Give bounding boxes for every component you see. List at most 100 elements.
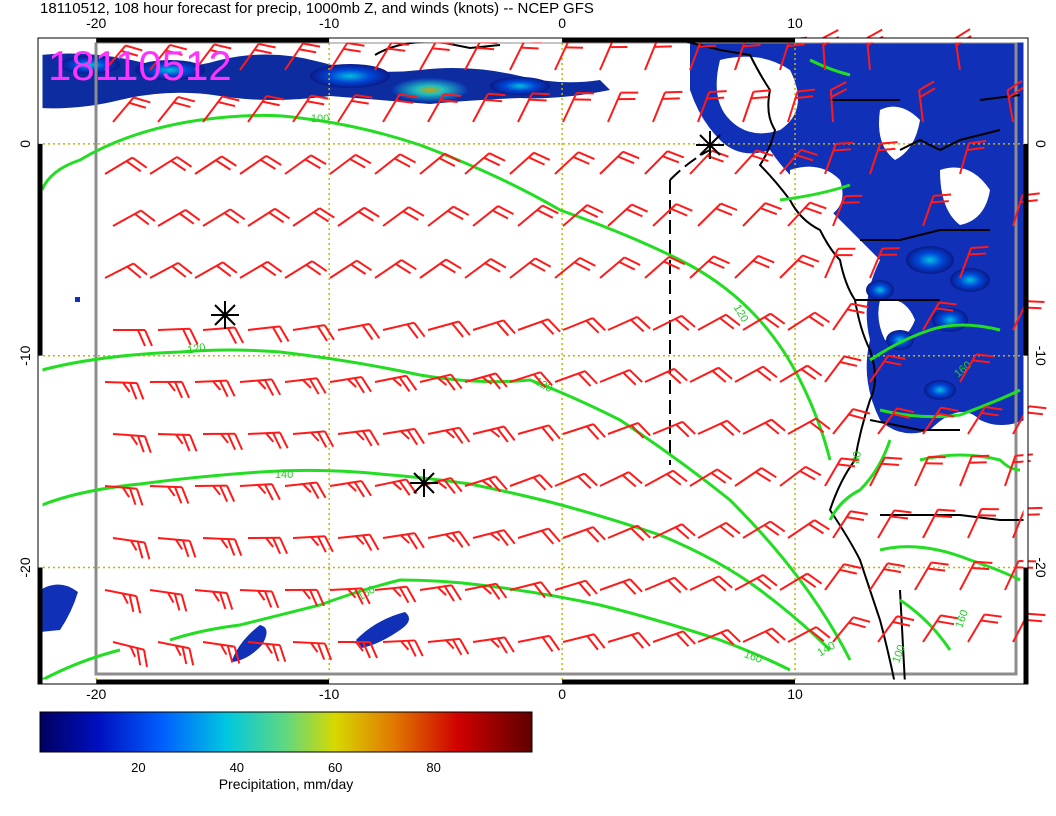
wind-barb bbox=[292, 535, 334, 553]
wind-barb bbox=[382, 206, 425, 227]
wind-barb bbox=[157, 95, 196, 123]
wind-barb bbox=[742, 202, 783, 227]
wind-barb bbox=[104, 262, 148, 279]
wind-barb bbox=[472, 92, 506, 123]
wind-barbs bbox=[104, 28, 1047, 668]
wind-barb bbox=[787, 417, 831, 435]
wind-barb bbox=[742, 627, 786, 644]
wind-barb bbox=[742, 418, 786, 435]
wind-barb bbox=[509, 257, 552, 279]
wind-barb bbox=[157, 641, 195, 666]
wind-barb bbox=[832, 302, 869, 331]
wind-barb bbox=[382, 427, 425, 446]
wind-barb bbox=[652, 420, 696, 438]
wind-barb bbox=[779, 148, 818, 175]
wind-barb bbox=[284, 377, 327, 395]
lon-tick-label-bottom: -20 bbox=[86, 686, 106, 702]
wind-barb bbox=[509, 371, 553, 389]
wind-barb bbox=[157, 537, 197, 558]
wind-barb bbox=[959, 245, 989, 279]
wind-barb bbox=[824, 141, 854, 175]
wind-barb bbox=[104, 44, 143, 71]
wind-barb bbox=[194, 379, 236, 398]
lon-tick-label-top: -10 bbox=[319, 15, 339, 31]
colorbar-tick-label: 20 bbox=[131, 760, 145, 775]
wind-barb bbox=[697, 313, 741, 331]
wind-barb bbox=[239, 589, 280, 609]
wind-barb bbox=[599, 368, 643, 386]
colorbar-ticks: 20 40 60 80 bbox=[131, 760, 441, 775]
wind-barb bbox=[554, 151, 595, 175]
wind-barb bbox=[869, 354, 906, 383]
wind-barb bbox=[832, 194, 863, 227]
wind-barb bbox=[562, 526, 606, 543]
lat-tick-label-left: -20 bbox=[17, 557, 33, 577]
lat-tick-label-right: -10 bbox=[1033, 346, 1049, 366]
wind-barb bbox=[149, 380, 190, 399]
wind-barb bbox=[959, 560, 993, 591]
coastline bbox=[374, 39, 1025, 685]
wind-barb bbox=[472, 636, 515, 654]
wind-barb bbox=[239, 483, 281, 501]
wind-barb bbox=[562, 204, 604, 227]
wind-barb bbox=[562, 423, 606, 440]
wind-barb bbox=[104, 589, 142, 614]
wind-barb bbox=[427, 320, 471, 338]
wind-barb bbox=[742, 312, 786, 331]
wind-barb bbox=[922, 193, 952, 227]
wind-barb bbox=[517, 634, 561, 653]
wind-barb bbox=[832, 616, 871, 643]
wind-barb bbox=[644, 469, 688, 487]
wind-barb bbox=[472, 529, 516, 547]
wind-barb bbox=[652, 203, 693, 227]
wind-barb bbox=[374, 41, 409, 71]
wind-barb bbox=[284, 42, 321, 71]
wind-barb bbox=[959, 454, 990, 487]
wind-barb bbox=[419, 373, 463, 391]
wind-barb bbox=[382, 321, 426, 339]
wind-barb bbox=[869, 456, 903, 487]
wind-barb bbox=[239, 260, 283, 279]
map-border-ticks bbox=[37, 37, 1029, 685]
colorbar-tick-label: 80 bbox=[426, 760, 440, 775]
wind-barb bbox=[292, 94, 329, 123]
wind-barb bbox=[607, 524, 651, 542]
wind-barb bbox=[284, 154, 327, 175]
wind-barb bbox=[967, 405, 1003, 435]
wind-barb bbox=[329, 376, 372, 394]
contour-label: 160 bbox=[742, 648, 763, 666]
storm-marker bbox=[211, 301, 239, 329]
wind-barb bbox=[337, 429, 380, 447]
wind-barb bbox=[734, 573, 778, 591]
wind-barb bbox=[697, 202, 738, 227]
wind-barb bbox=[427, 426, 471, 444]
wind-barb bbox=[239, 378, 282, 396]
wind-barb bbox=[697, 419, 741, 436]
wind-barb bbox=[113, 329, 153, 347]
wind-barb bbox=[202, 432, 244, 451]
wind-barb bbox=[922, 614, 959, 643]
wind-barb bbox=[967, 507, 999, 539]
wind-barb bbox=[607, 203, 649, 227]
storm-markers bbox=[211, 131, 724, 497]
wind-barb bbox=[787, 519, 830, 539]
wind-barb bbox=[607, 91, 639, 123]
wind-barb bbox=[194, 589, 234, 610]
wind-barb bbox=[194, 261, 238, 279]
wind-barb bbox=[652, 90, 683, 123]
wind-barb bbox=[509, 151, 551, 175]
wind-barb bbox=[779, 364, 823, 383]
wind-barb bbox=[419, 258, 462, 279]
wind-barb bbox=[689, 366, 733, 383]
contour-label: 120 bbox=[186, 342, 206, 357]
wind-barb bbox=[374, 259, 417, 279]
wind-barb bbox=[779, 465, 822, 487]
wind-barb bbox=[374, 374, 418, 393]
wind-barb bbox=[247, 207, 291, 227]
storm-marker bbox=[410, 469, 438, 497]
lon-tick-label-bottom: 0 bbox=[558, 686, 566, 702]
wind-barb bbox=[112, 537, 151, 560]
wind-barb bbox=[787, 88, 816, 123]
